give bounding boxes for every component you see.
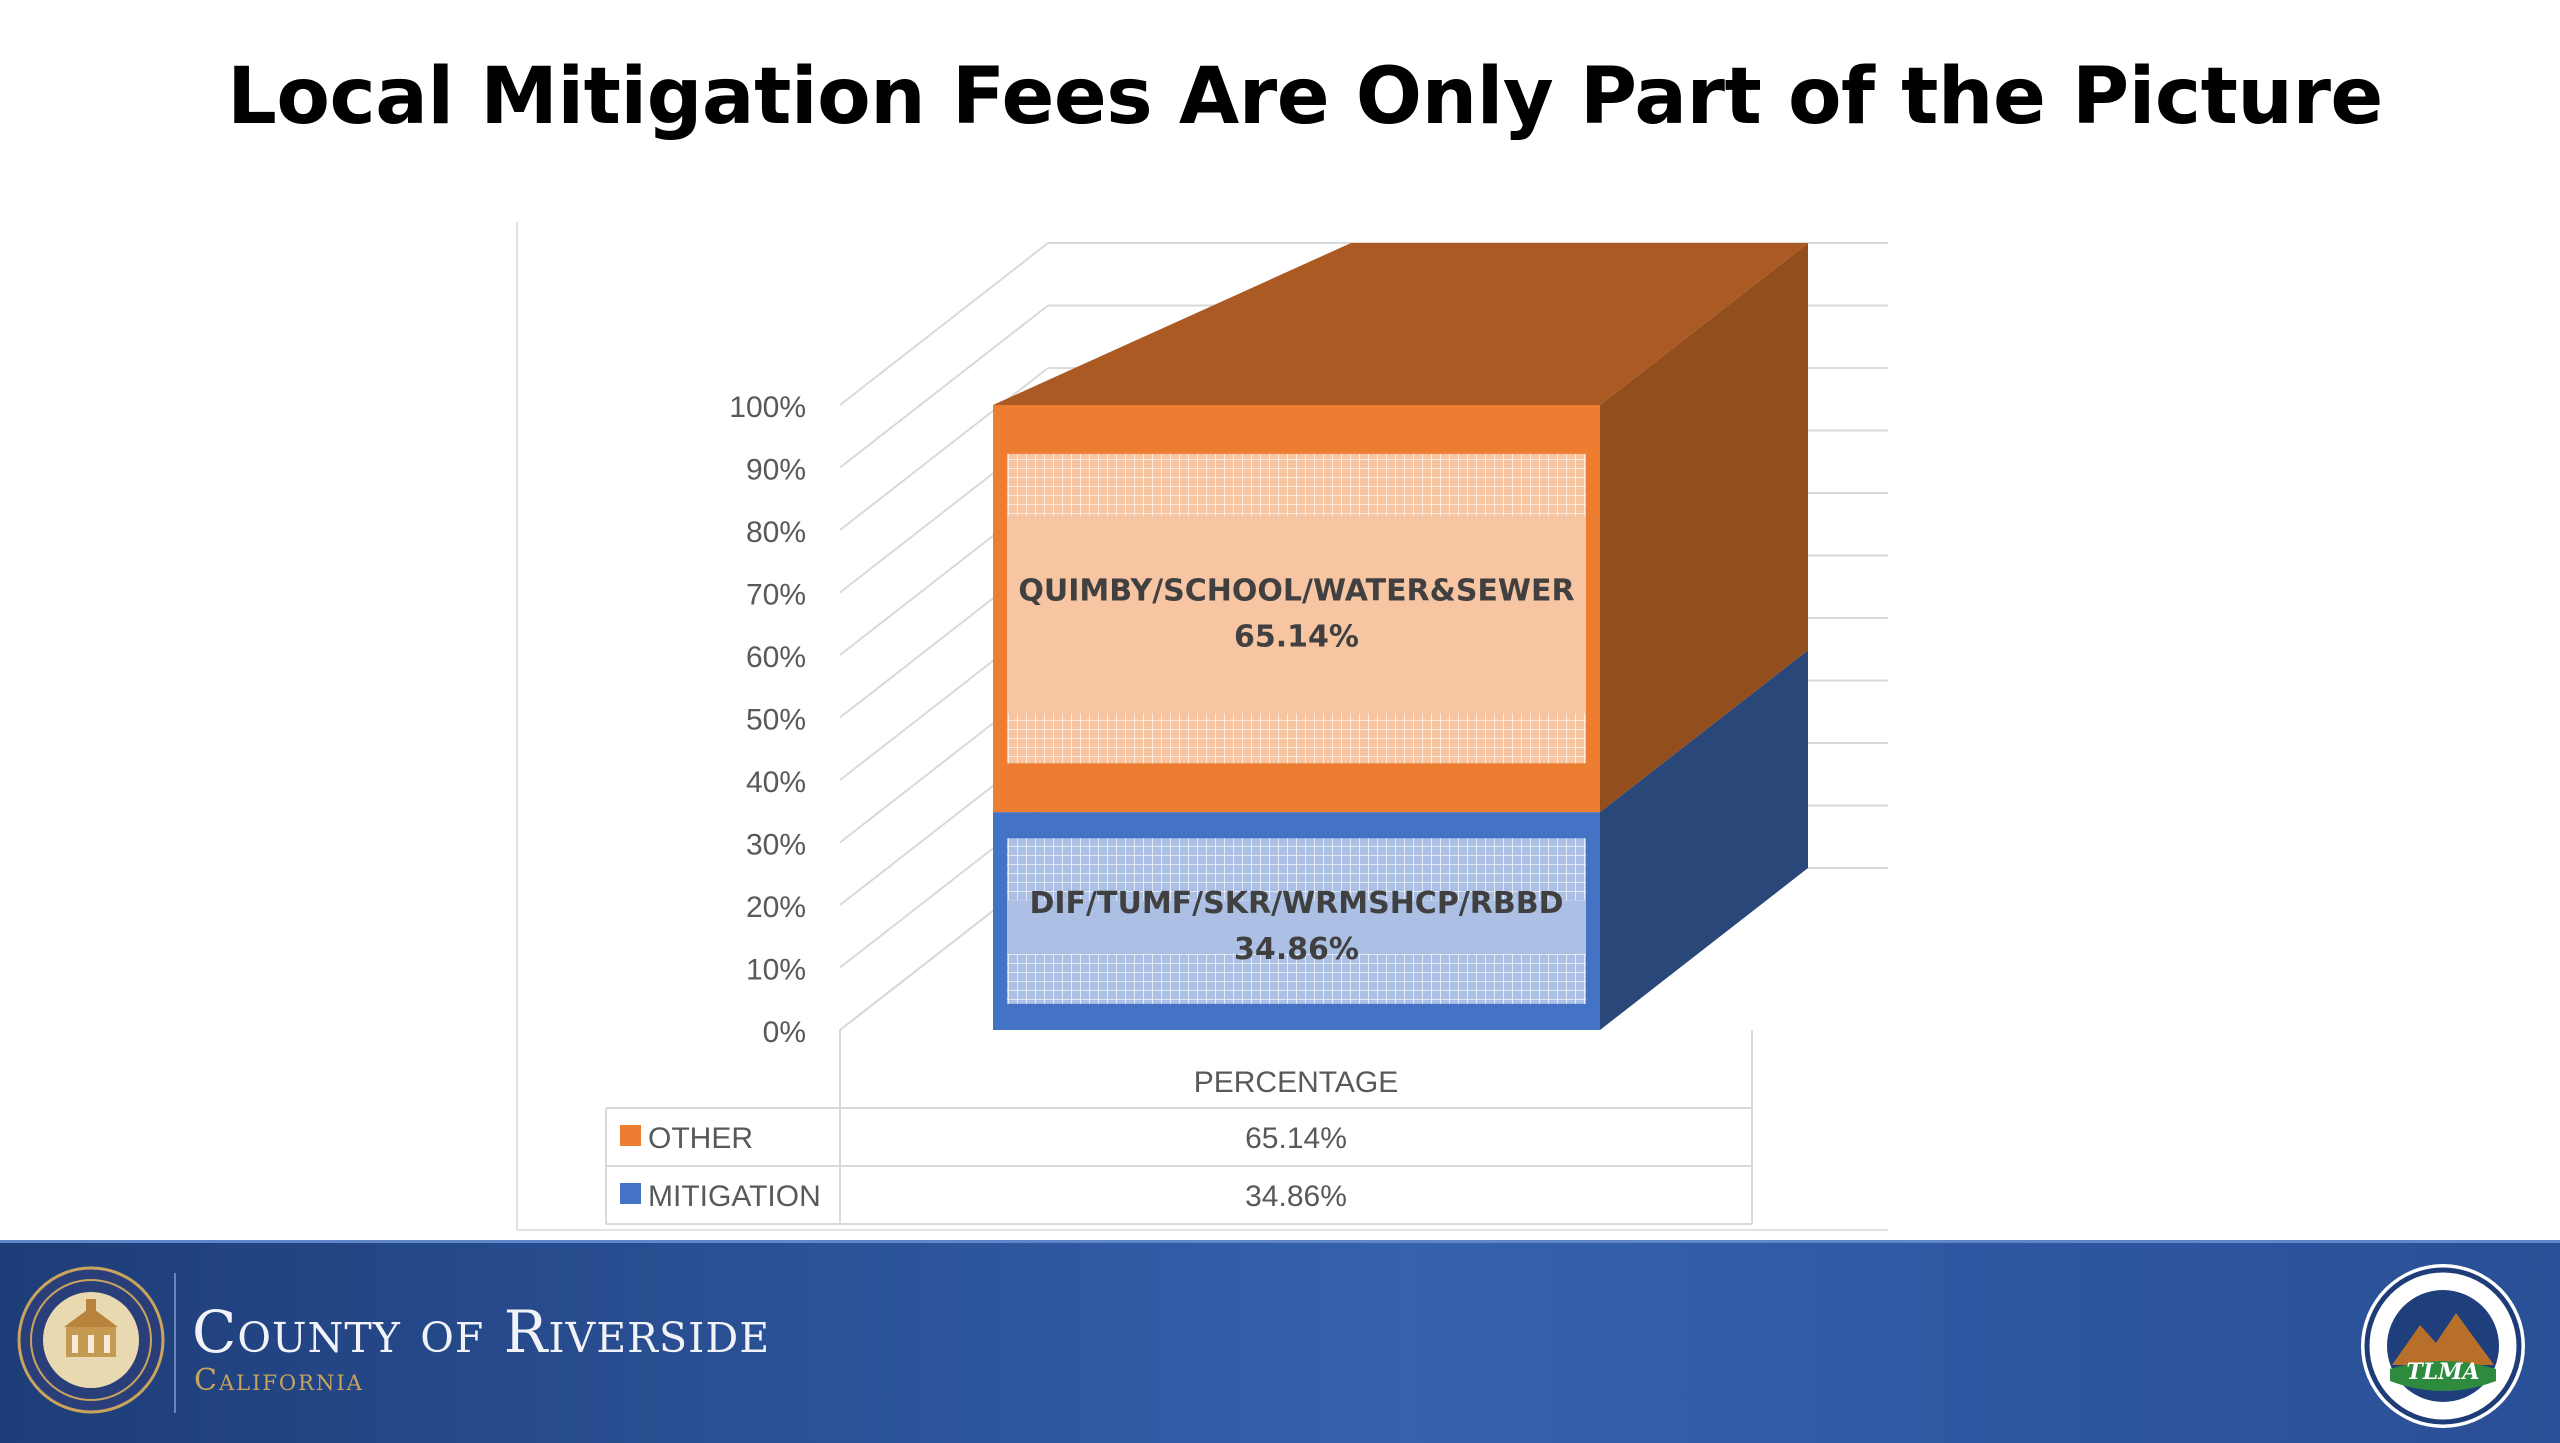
table-row-name: MITIGATION [648,1180,821,1213]
y-tick-label: 40% [746,766,806,799]
footer-divider [174,1273,176,1413]
bar-side-other [1600,243,1808,813]
y-tick-label: 20% [746,891,806,924]
y-tick-label: 30% [746,829,806,862]
county-name: County of Riverside [192,1298,771,1366]
segment-label-box-texture [1007,838,1586,901]
y-tick-label: 70% [746,579,806,612]
y-tick-label: 50% [746,704,806,737]
county-seal-icon [17,1266,165,1414]
table-header: PERCENTAGE [1194,1066,1398,1099]
table-row-value: 65.14% [1245,1122,1347,1155]
segment-label-name: DIF/TUMF/SKR/WRMSHCP/RBBD [1029,886,1563,921]
y-tick-label: 10% [746,954,806,987]
stacked-3d-bar-chart: 0% 10% 20% 30% 40% 50% 60% 70% 80% 90% 100% DIF/TUM… [516,222,1888,1231]
segment-label-value: 34.86% [1234,932,1359,967]
segment-label-value: 65.14% [1234,620,1359,655]
county-state: California [194,1363,364,1398]
y-tick-label: 80% [746,516,806,549]
legend-swatch-other [620,1125,641,1146]
gridline-wall [839,367,1049,531]
segment-label-box-texture [1007,453,1586,516]
footer-banner: County of Riverside California TLMA [0,1240,2560,1443]
table-row-name: OTHER [648,1122,753,1155]
bar-side-mitigation [1600,650,1808,1030]
slide-title: Local Mitigation Fees Are Only Part of t… [227,52,2383,142]
segment-label-box-texture [1007,953,1586,1004]
segment-label-box-texture [1007,713,1586,764]
bar-top-face [993,243,1808,405]
y-tick-label: 0% [763,1016,806,1049]
tlma-logo-text: TLMA [2406,1359,2479,1385]
legend-swatch-mitigation [620,1183,641,1204]
y-tick-label: 60% [746,641,806,674]
y-tick-label: 90% [746,454,806,487]
gridline-wall [839,242,1049,406]
table-row-value: 34.86% [1245,1180,1347,1213]
segment-label-name: QUIMBY/SCHOOL/WATER&SEWER [1018,574,1574,609]
y-tick-label: 100% [729,391,806,424]
tlma-logo-icon: TLMA [2361,1264,2525,1428]
gridline-wall [839,304,1049,469]
